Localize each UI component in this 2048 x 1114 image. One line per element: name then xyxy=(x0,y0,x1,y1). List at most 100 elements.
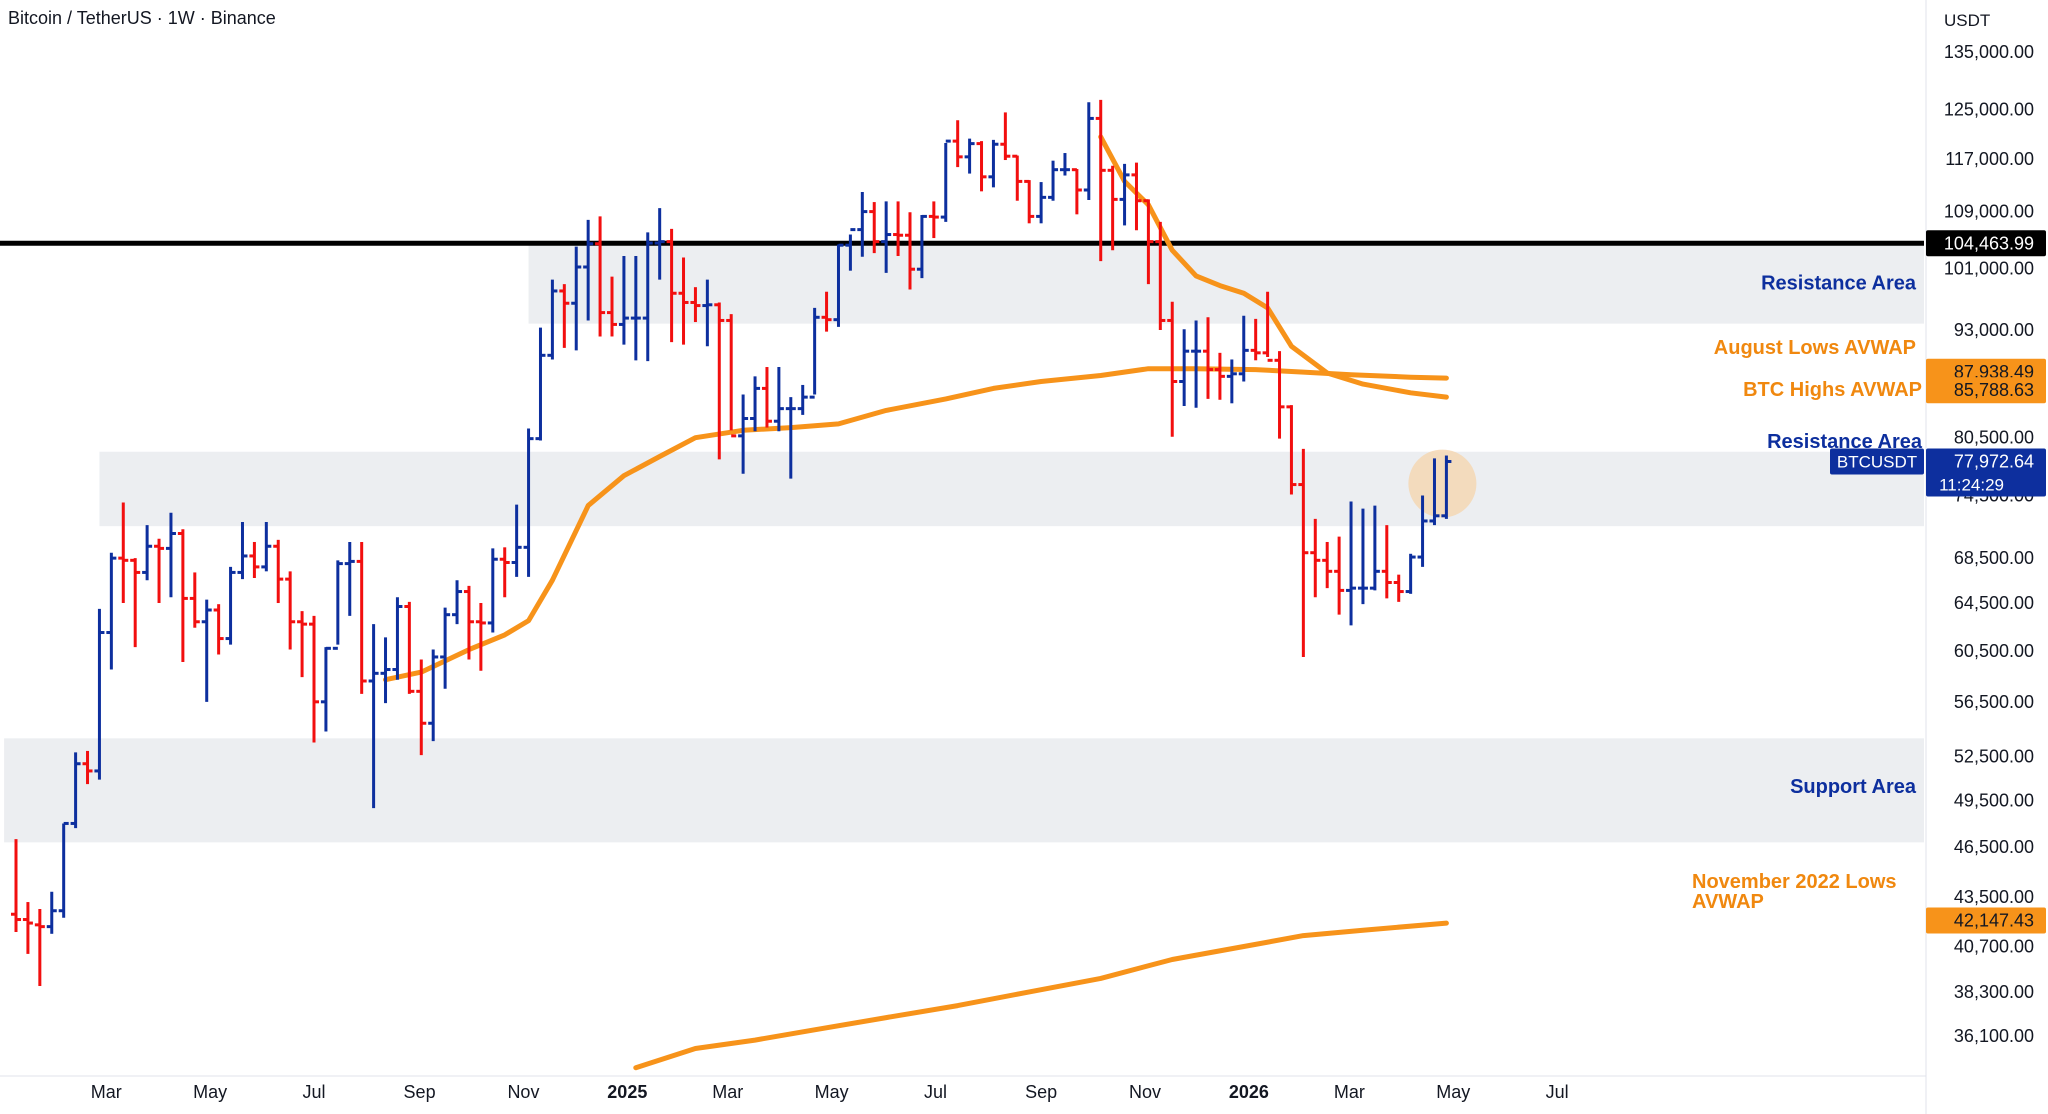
zones-layer xyxy=(4,245,1925,843)
time-tick-label: May xyxy=(815,1082,849,1102)
avwap-badge: 42,147.43 xyxy=(1926,907,2046,934)
ohlc-bar xyxy=(678,257,689,345)
symbol-tag: BTCUSDT xyxy=(1837,453,1917,472)
price-tick-label: 93,000.00 xyxy=(1954,320,2034,340)
ohlc-bar xyxy=(1167,301,1178,437)
time-tick-label: Jul xyxy=(924,1082,947,1102)
ohlc-bar xyxy=(249,541,260,579)
ohlc-bar xyxy=(952,120,963,168)
ohlc-bar xyxy=(1048,160,1059,201)
ohlc-bar xyxy=(273,539,284,604)
time-tick-label: Nov xyxy=(1129,1082,1161,1102)
ohlc-bar xyxy=(237,521,248,580)
time-tick-label: Sep xyxy=(404,1082,436,1102)
ohlc-bar xyxy=(475,603,486,671)
ohlc-bar xyxy=(1429,458,1440,526)
annotations-layer: Resistance Area August Lows AVWAP BTC High… xyxy=(1692,272,1923,913)
ohlc-bar xyxy=(1119,163,1130,226)
ohlc-bar xyxy=(1131,162,1142,231)
ohlc-bar xyxy=(618,256,629,345)
ohlc-bar xyxy=(1298,448,1309,657)
ohlc-bar xyxy=(106,552,117,670)
ohlc-bar xyxy=(309,615,319,743)
price-tick-label: 36,100.00 xyxy=(1954,1026,2034,1046)
ohlc-bar xyxy=(320,646,331,732)
time-tick-label: Mar xyxy=(1334,1082,1365,1102)
ohlc-bar xyxy=(1143,199,1154,285)
ohlc-bar xyxy=(1262,291,1273,362)
ohlc-bar xyxy=(416,659,427,756)
ohlc-bar xyxy=(773,367,784,432)
ohlc-bar xyxy=(976,141,987,192)
current-candle-highlight xyxy=(1408,449,1477,518)
ohlc-bar xyxy=(70,752,81,829)
time-tick-label: 2026 xyxy=(1229,1082,1269,1102)
annotation-label: Resistance Area xyxy=(1767,431,1923,453)
ohlc-bar xyxy=(893,201,904,257)
ohlc-bar xyxy=(1369,505,1380,591)
price-tick-label: 56,500.00 xyxy=(1954,692,2034,712)
avwap-badge-text: 85,788.63 xyxy=(1954,380,2034,400)
avwap-badge-bg xyxy=(1926,907,2046,934)
ohlc-bar xyxy=(857,192,868,257)
price-tick-label: 125,000.00 xyxy=(1944,99,2034,119)
price-axis-unit: USDT xyxy=(1944,11,1990,30)
ohlc-bar xyxy=(1334,536,1345,615)
avwap-badge: 85,788.63 xyxy=(1926,377,2046,404)
ohlc-bar xyxy=(22,902,33,954)
ohlc-bar xyxy=(440,607,451,689)
zone-rect xyxy=(99,451,1925,527)
price-tick-label: 43,500.00 xyxy=(1954,887,2034,907)
countdown-label: 11:24:29 xyxy=(1939,476,2004,495)
ohlc-bar xyxy=(1095,99,1106,262)
zone-rect xyxy=(528,245,1924,324)
ohlc-bar xyxy=(201,599,212,702)
ohlc-bar xyxy=(1083,102,1094,201)
key-level-badge-text: 104,463.99 xyxy=(1944,233,2034,253)
ohlc-bar xyxy=(738,394,749,474)
candles-layer xyxy=(11,99,1452,987)
ohlc-bar xyxy=(380,637,391,704)
ohlc-bar xyxy=(1000,112,1011,161)
ohlc-bar xyxy=(916,214,927,279)
price-tick-label: 40,700.00 xyxy=(1954,937,2034,957)
axis-layer xyxy=(0,0,1927,1114)
ohlc-bar xyxy=(142,525,153,581)
ohlc-bar xyxy=(11,839,21,933)
ohlc-bar xyxy=(785,397,796,479)
ohlc-bar xyxy=(881,201,892,273)
ohlc-bar xyxy=(452,580,463,625)
annotation-label: August Lows AVWAP xyxy=(1714,337,1916,359)
ohlc-bar xyxy=(1322,541,1333,589)
current-price-badge: BTCUSDT 77,972.64 11:24:29 xyxy=(1830,448,2046,497)
annotation-label: BTC Highs AVWAP xyxy=(1743,379,1922,401)
time-tick-label: Jul xyxy=(302,1082,325,1102)
ohlc-bar xyxy=(499,547,510,598)
annotation-label: Support Area xyxy=(1790,776,1917,798)
ohlc-bar xyxy=(940,139,951,222)
ohlc-bar xyxy=(833,243,844,327)
price-tick-label: 101,000.00 xyxy=(1944,258,2034,278)
ohlc-bar xyxy=(761,367,772,428)
ohlc-bar xyxy=(1357,508,1368,605)
ohlc-bar xyxy=(607,276,617,337)
ohlc-bar xyxy=(344,541,355,616)
ohlc-bar xyxy=(94,608,105,780)
ohlc-bar xyxy=(297,611,308,678)
ohlc-bar xyxy=(988,139,999,188)
ohlc-bar xyxy=(1417,495,1428,567)
ohlc-bar xyxy=(189,572,200,628)
ohlc-bar xyxy=(46,891,57,934)
ohlc-bar xyxy=(165,512,176,598)
ohlc-bar xyxy=(1238,315,1249,382)
ohlc-bar xyxy=(1250,318,1261,361)
ohlc-bar xyxy=(130,558,141,648)
ohlc-bar xyxy=(1107,165,1118,251)
ohlc-bar xyxy=(1274,351,1285,439)
ohlc-bar xyxy=(547,279,558,360)
ohlc-bar xyxy=(523,428,534,577)
ohlc-bar xyxy=(797,384,808,415)
ohlc-bar xyxy=(487,548,498,633)
